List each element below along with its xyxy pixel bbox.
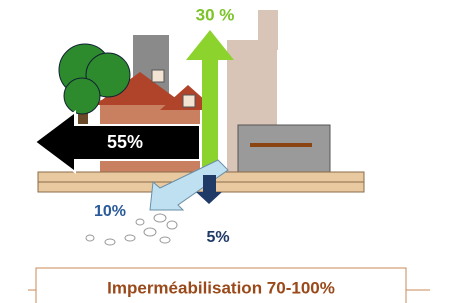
- arrow-label: 5%: [206, 229, 229, 246]
- building: [238, 125, 330, 175]
- window: [152, 70, 164, 82]
- arrow-label: 30 %: [196, 5, 235, 24]
- window: [183, 95, 195, 107]
- tree: [64, 78, 100, 114]
- arrow-label: 10%: [94, 203, 126, 220]
- caption: Imperméabilisation 70-100%: [107, 278, 335, 297]
- chimney: [258, 10, 278, 50]
- diagram: 30 % 55% 10% 5% Imperméabilisation 70-10…: [0, 0, 451, 303]
- arrow-label: 55%: [107, 132, 143, 152]
- window: [250, 143, 312, 147]
